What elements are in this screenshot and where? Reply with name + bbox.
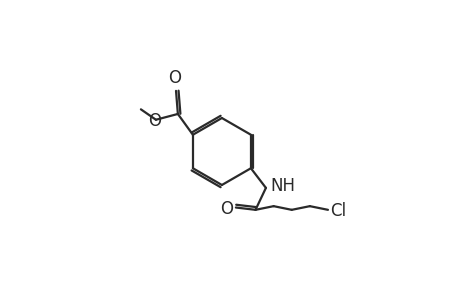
Text: O: O: [168, 69, 181, 87]
Text: O: O: [220, 200, 233, 218]
Text: O: O: [148, 112, 161, 130]
Text: NH: NH: [269, 177, 294, 195]
Text: Cl: Cl: [329, 202, 345, 220]
